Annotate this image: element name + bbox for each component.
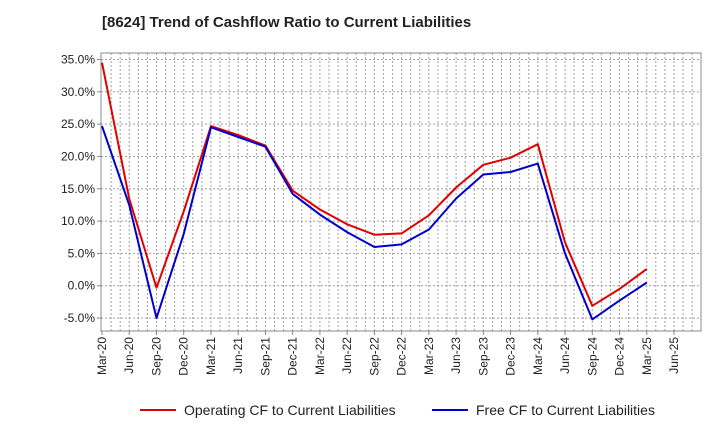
x-tick-label: Dec-23 [504,337,518,376]
y-tick-label: 25.0% [61,117,95,131]
legend-label-free: Free CF to Current Liabilities [476,402,655,418]
x-tick-label: Mar-21 [204,337,218,375]
series-line-operating [101,62,648,307]
x-tick-label: Sep-20 [149,337,163,376]
y-axis-ticks: 35.0% 30.0% 25.0% 20.0% 15.0% 10.0% 5.0% 0.0% -5… [61,52,101,325]
x-tick-label: Jun-24 [558,337,572,374]
x-tick-label: Jun-21 [231,337,245,374]
y-tick-label: 10.0% [61,214,95,228]
legend-swatch-operating [140,409,176,411]
gridlines [101,53,701,331]
x-tick-label: Mar-24 [531,337,545,375]
x-tick-label: Dec-24 [613,337,627,376]
y-tick-label: -5.0% [64,311,96,325]
x-tick-label: Dec-22 [395,337,409,376]
y-tick-label: 30.0% [61,85,95,99]
legend-label-operating: Operating CF to Current Liabilities [184,402,396,418]
x-tick-label: Sep-24 [585,337,599,376]
legend-item-free: Free CF to Current Liabilities [432,402,655,418]
x-tick-label: Jun-25 [667,337,681,374]
series-lines [101,62,648,321]
x-axis-ticks: Mar-20 Jun-20 Sep-20 Dec-20 Mar-21 Jun-21 Sep-… [95,331,681,376]
y-tick-label: 20.0% [61,149,95,163]
x-tick-label: Sep-22 [367,337,381,376]
x-tick-label: Mar-23 [422,337,436,375]
y-tick-label: 35.0% [61,52,95,66]
x-tick-label: Mar-20 [95,337,109,375]
x-tick-label: Mar-22 [313,337,327,375]
x-tick-label: Mar-25 [640,337,654,375]
chart-title: [8624] Trend of Cashflow Ratio to Curren… [102,14,472,31]
series-line-free [101,125,648,321]
legend-swatch-free [432,409,468,411]
legend: Operating CF to Current Liabilities Free… [0,402,720,426]
y-tick-label: 15.0% [61,182,95,196]
x-tick-label: Dec-21 [286,337,300,376]
x-tick-label: Dec-20 [177,337,191,376]
x-tick-label: Sep-21 [258,337,272,376]
x-tick-label: Jun-23 [449,337,463,374]
plot-area-border [100,52,702,332]
x-tick-label: Jun-20 [122,337,136,374]
x-tick-label: Jun-22 [340,337,354,374]
y-tick-label: 0.0% [68,279,96,293]
y-tick-label: 5.0% [68,246,96,260]
x-tick-label: Sep-23 [476,337,490,376]
legend-item-operating: Operating CF to Current Liabilities [140,402,396,418]
